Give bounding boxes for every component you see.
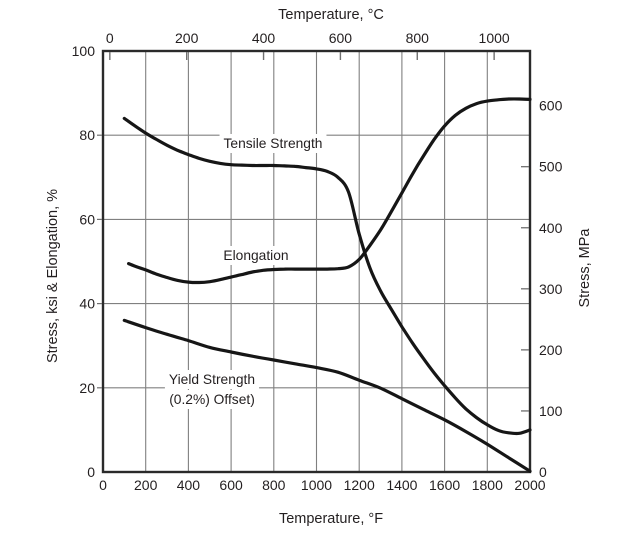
bottom-tick-label: 200 [134,477,158,493]
tensile-strength-curve [122,116,532,436]
top-tick-label: 1000 [479,30,510,46]
yield-strength-curve-label-line2: (0.2%) Offset) [169,392,255,407]
right-tick-label: 200 [539,342,563,358]
bottom-axis-title: Temperature, °F [279,511,383,527]
left-tick-label: 60 [79,211,95,227]
right-tick-label: 100 [539,403,563,419]
bottom-tick-label: 0 [99,477,107,493]
bottom-tick-label: 1400 [386,477,417,493]
bottom-tick-label: 1600 [429,477,460,493]
label-mask [219,134,327,153]
data-curves [122,97,532,473]
top-tick-label: 600 [329,30,353,46]
tensile-strength-curve-label: Tensile Strength [224,136,323,151]
label-mask [165,390,259,409]
yield-strength-curve-label-line1: Yield Strength [169,372,255,387]
right-tick-label: 400 [539,220,563,236]
left-tick-label: 100 [72,43,96,59]
curve-labels: Tensile Strength Elongation Yield Streng… [164,134,327,409]
elongation-curve-label: Elongation [223,248,288,263]
right-tick-label: 300 [539,281,563,297]
bottom-tick-label: 1800 [472,477,503,493]
right-tick-label: 600 [539,98,563,114]
right-tick-label: 500 [539,159,563,175]
top-tick-label: 800 [406,30,430,46]
tick-labels: 0 200 400 600 800 100001002003004005006000204… [72,30,563,493]
bottom-tick-label: 400 [177,477,201,493]
bottom-tick-label: 800 [262,477,286,493]
left-tick-label: 20 [79,380,95,396]
left-axis-title: Stress, ksi & Elongation, % [45,189,61,363]
right-axis-title: Stress, MPa [577,228,593,308]
plot-frame [101,49,532,474]
label-mask [219,246,293,265]
yield-strength-0-2-offset-curve [122,318,532,473]
top-tick-label: 0 [106,30,114,46]
bottom-tick-label: 600 [219,477,243,493]
bottom-tick-label: 1200 [344,477,375,493]
minor-ticks [97,52,529,412]
left-tick-label: 0 [87,464,95,480]
plot-border [101,49,532,474]
bottom-tick-label: 2000 [514,477,545,493]
label-mask [164,370,260,389]
left-tick-label: 40 [79,296,95,312]
top-axis-title: Temperature, °C [278,7,384,23]
left-tick-label: 80 [79,127,95,143]
elongation-curve [127,97,532,285]
right-tick-label: 0 [539,464,547,480]
top-tick-label: 200 [175,30,199,46]
bottom-tick-label: 1000 [301,477,332,493]
top-tick-label: 400 [252,30,276,46]
